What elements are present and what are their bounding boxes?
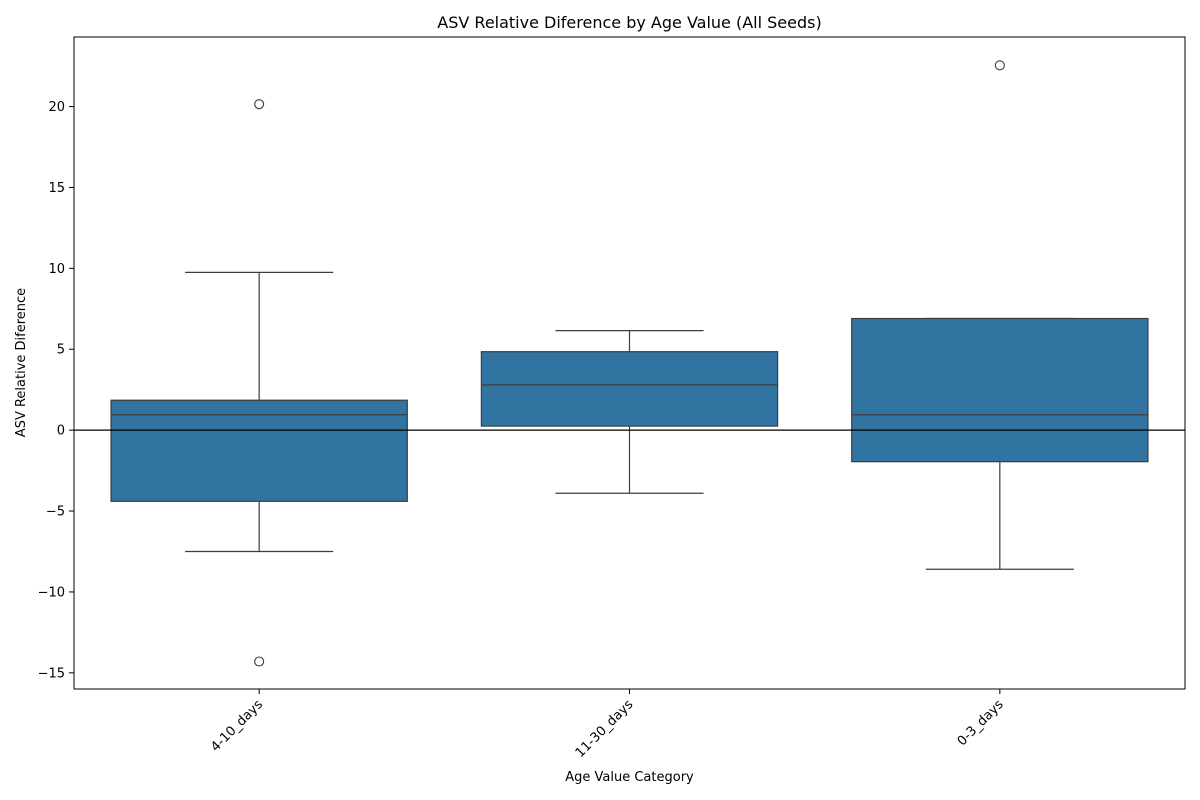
y-tick-label: 15 xyxy=(48,181,65,196)
y-tick-label: −5 xyxy=(46,505,65,520)
x-axis-label: Age Value Category xyxy=(565,770,694,785)
y-tick-label: −15 xyxy=(38,666,65,681)
iqr-box xyxy=(110,399,408,502)
outlier-point xyxy=(254,656,265,667)
outlier-point xyxy=(254,99,265,110)
y-axis-label: ASV Relative Diference xyxy=(14,288,29,437)
outlier-point xyxy=(994,60,1005,71)
box-group xyxy=(480,330,779,494)
iqr-box xyxy=(851,317,1149,463)
y-axis: −15 −10 −5 0 5 10 15 20 xyxy=(38,100,74,681)
y-tick-label: 10 xyxy=(48,262,65,277)
chart-title: ASV Relative Diference by Age Value (All… xyxy=(437,13,821,32)
y-tick-label: −10 xyxy=(38,585,65,600)
box-group xyxy=(851,60,1149,570)
y-tick-label: 20 xyxy=(48,100,65,115)
box-group xyxy=(110,99,408,667)
plot-area xyxy=(74,60,1185,667)
y-tick-label: 0 xyxy=(57,424,65,439)
y-tick-label: 5 xyxy=(57,343,65,358)
iqr-box xyxy=(480,351,779,427)
